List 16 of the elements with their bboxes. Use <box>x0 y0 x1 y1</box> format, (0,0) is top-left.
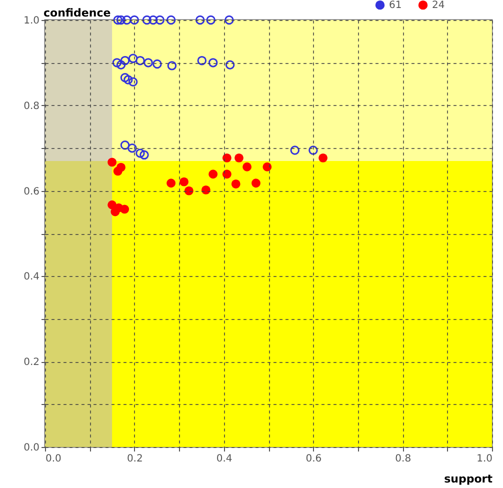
y-tick-label: 0.2 <box>24 357 40 368</box>
x-tick-label: 0.8 <box>395 454 412 464</box>
y-tick-label: 0.8 <box>24 100 40 112</box>
y-tick-label: 0.0 <box>24 442 40 454</box>
y-axis-title: confidence <box>44 6 111 20</box>
legend-label: 61 <box>389 0 402 12</box>
x-tick-label: 0.4 <box>216 454 232 464</box>
x-tick-label: 0.0 <box>46 454 62 464</box>
y-tick-label: 1.0 <box>24 16 40 26</box>
x-tick-label: 1.0 <box>476 454 492 464</box>
y-tick-label: 0.4 <box>24 272 40 283</box>
y-tick-label: 0.6 <box>24 186 40 198</box>
legend-label: 24 <box>432 0 445 12</box>
x-tick-label: 0.2 <box>126 454 143 464</box>
x-axis-title: support <box>444 472 492 486</box>
x-tick-label: 0.6 <box>306 454 322 464</box>
